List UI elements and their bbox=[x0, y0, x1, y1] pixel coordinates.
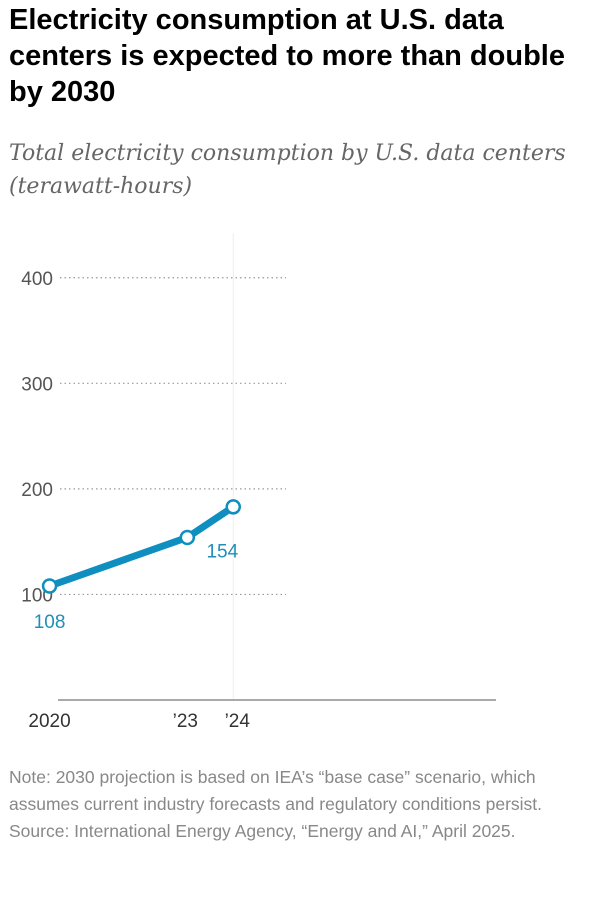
chart-subtitle: Total electricity consumption by U.S. da… bbox=[9, 141, 566, 199]
y-tick-label-300: 300 bbox=[21, 374, 53, 395]
y-tick-label-400: 400 bbox=[21, 269, 53, 290]
y-tick-label-200: 200 bbox=[21, 480, 53, 501]
x-axis-ticks: 2020 ’23 ’24 bbox=[28, 711, 250, 732]
data-point-2020 bbox=[41, 578, 58, 594]
data-labels: 108 154 bbox=[34, 541, 239, 633]
data-label-2023: 154 bbox=[206, 541, 238, 562]
chart-title: Electricity consumption at U.S. data cen… bbox=[9, 4, 565, 108]
gridlines bbox=[60, 233, 286, 700]
x-tick-label-2024: ’24 bbox=[225, 711, 251, 732]
data-point-2023 bbox=[179, 529, 196, 546]
x-tick-label-2020: 2020 bbox=[28, 711, 70, 732]
footnotes: Note: 2030 projection is based on IEA’s … bbox=[9, 764, 584, 845]
series bbox=[41, 499, 242, 594]
source-text: Source: International Energy Agency, “En… bbox=[9, 821, 516, 841]
note-text: Note: 2030 projection is based on IEA’s … bbox=[9, 767, 543, 814]
data-label-2020: 108 bbox=[34, 612, 66, 633]
x-tick-label-2023: ’23 bbox=[173, 711, 198, 732]
data-point-2024 bbox=[225, 499, 242, 515]
